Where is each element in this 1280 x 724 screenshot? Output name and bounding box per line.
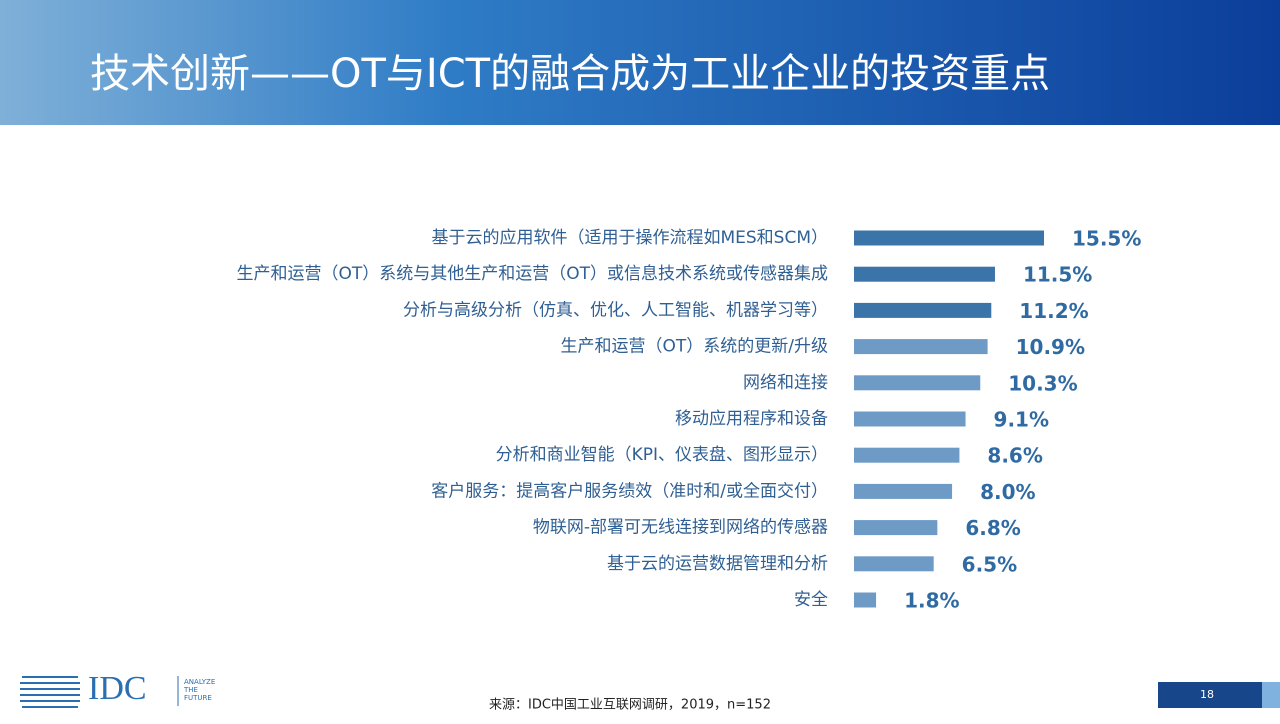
logo-text: IDC	[88, 670, 147, 707]
value-label: 9.1%	[994, 408, 1049, 432]
category-label: 安全	[794, 590, 828, 610]
value-label: 10.9%	[1016, 335, 1085, 359]
tagline: FUTURE	[184, 694, 212, 702]
value-label: 6.8%	[965, 516, 1020, 540]
category-label: 基于云的应用软件（适用于操作流程如MES和SCM）	[431, 228, 828, 248]
header-band	[0, 0, 1280, 125]
value-label: 11.2%	[1019, 299, 1088, 323]
bar	[854, 375, 981, 391]
page-number: 18	[1200, 688, 1214, 701]
value-label: 6.5%	[962, 552, 1017, 576]
tagline: THE	[183, 686, 198, 694]
source: 来源：IDC中国工业互联网调研，2019，n=152	[489, 698, 771, 713]
value-label: 15.5%	[1072, 227, 1141, 251]
value-label: 8.0%	[980, 480, 1035, 504]
slide-title: 技术创新——OT与ICT的融合成为工业企业的投资重点	[90, 51, 1050, 97]
page-box	[1158, 682, 1262, 708]
value-label: 8.6%	[987, 444, 1042, 468]
value-label: 1.8%	[904, 589, 959, 613]
tagline: ANALYZE	[184, 678, 215, 686]
category-label: 移动应用程序和设备	[675, 409, 828, 429]
bar	[854, 592, 877, 608]
value-label: 10.3%	[1008, 371, 1077, 395]
bar	[854, 447, 960, 463]
bar	[854, 302, 992, 318]
category-label: 客户服务：提高客户服务绩效（准时和/或全面交付）	[431, 481, 828, 501]
category-label: 生产和运营（OT）系统的更新/升级	[561, 337, 829, 357]
bar	[854, 483, 953, 499]
category-label: 物联网-部署可无线连接到网络的传感器	[533, 518, 828, 538]
bar	[854, 230, 1044, 246]
category-label: 网络和连接	[743, 373, 828, 393]
page-accent	[1262, 682, 1280, 708]
category-label: 生产和运营（OT）系统与其他生产和运营（OT）或信息技术系统或传感器集成	[236, 264, 828, 284]
value-label: 11.5%	[1023, 263, 1092, 287]
bar	[854, 411, 966, 427]
category-label: 分析和商业智能（KPI、仪表盘、图形显示）	[496, 445, 828, 465]
category-label: 分析与高级分析（仿真、优化、人工智能、机器学习等）	[403, 300, 828, 320]
bar	[854, 266, 995, 282]
bar	[854, 339, 988, 355]
bar	[854, 556, 934, 572]
bar	[854, 520, 938, 536]
idc-logo: IDC ANALYZE THE FUTURE	[20, 670, 215, 708]
category-label: 基于云的运营数据管理和分析	[607, 554, 828, 574]
